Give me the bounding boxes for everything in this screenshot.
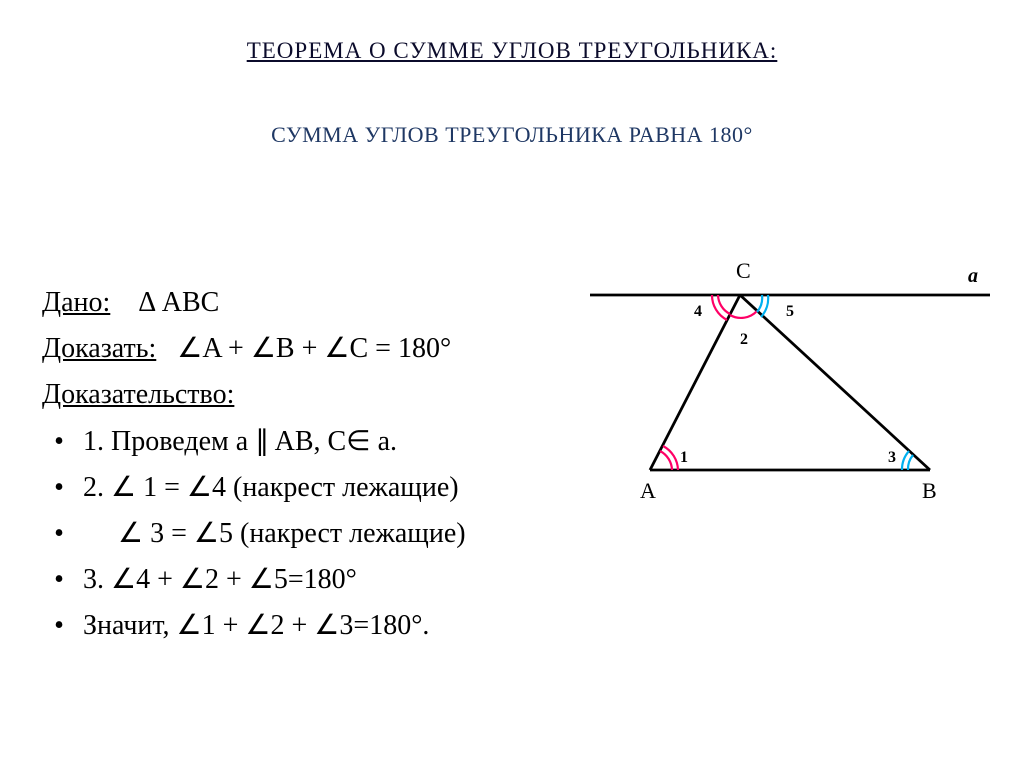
- label-line-a: a: [968, 265, 978, 287]
- title-main: ТЕОРЕМА О СУММЕ УГЛОВ ТРЕУГОЛЬНИКА:: [0, 38, 1024, 64]
- given-label: Дано:: [42, 287, 110, 318]
- label-c: C: [736, 258, 751, 283]
- title-sub: СУММА УГЛОВ ТРЕУГОЛЬНИКА РАВНА 180°: [0, 122, 1024, 148]
- bullet-icon: •: [42, 465, 76, 511]
- bullet-icon: •: [42, 603, 76, 649]
- angle-label-4: 4: [694, 303, 702, 320]
- bullet-icon: •: [42, 557, 76, 603]
- angle-label-2: 2: [740, 331, 748, 348]
- angle-label-5: 5: [786, 303, 794, 320]
- proof-step-2b: ∠ 3 = ∠5 (накрест лежащие): [118, 518, 466, 549]
- label-a: A: [640, 478, 656, 503]
- proof-step-2: 2. ∠ 1 = ∠4 (накрест лежащие): [83, 472, 459, 503]
- bullet-icon: •: [42, 511, 76, 557]
- triangle-diagram: A B C a 1 2 3 4 5: [590, 250, 1000, 510]
- proof-step-3: 3. ∠4 + ∠2 + ∠5=180°: [83, 564, 357, 595]
- angle-label-1: 1: [680, 449, 688, 466]
- proof-block: Дано: Δ ABC Доказать: ∠A + ∠B + ∠C = 180…: [42, 280, 582, 650]
- arc-angle-4: [718, 295, 730, 314]
- given-value: Δ ABC: [138, 287, 219, 318]
- arc-angle-4b: [712, 295, 727, 320]
- bullet-icon: •: [42, 419, 76, 465]
- arc-angle-1: [660, 451, 672, 470]
- side-ac: [650, 295, 740, 470]
- side-bc: [740, 295, 930, 470]
- arc-angle-5: [757, 295, 762, 312]
- angle-label-3: 3: [888, 449, 896, 466]
- arc-angle-3: [908, 455, 913, 470]
- proof-step-1: 1. Проведем a ∥ AB, C∈ a.: [83, 426, 397, 457]
- prove-label: Доказать:: [42, 333, 156, 364]
- proof-step-4: Значит, ∠1 + ∠2 + ∠3=180°.: [83, 610, 429, 641]
- arc-angle-2: [730, 311, 757, 318]
- prove-value: ∠A + ∠B + ∠C = 180°: [177, 333, 451, 364]
- proof-label: Доказательство:: [42, 379, 234, 410]
- label-b: B: [922, 478, 937, 503]
- arc-angle-1b: [663, 446, 678, 470]
